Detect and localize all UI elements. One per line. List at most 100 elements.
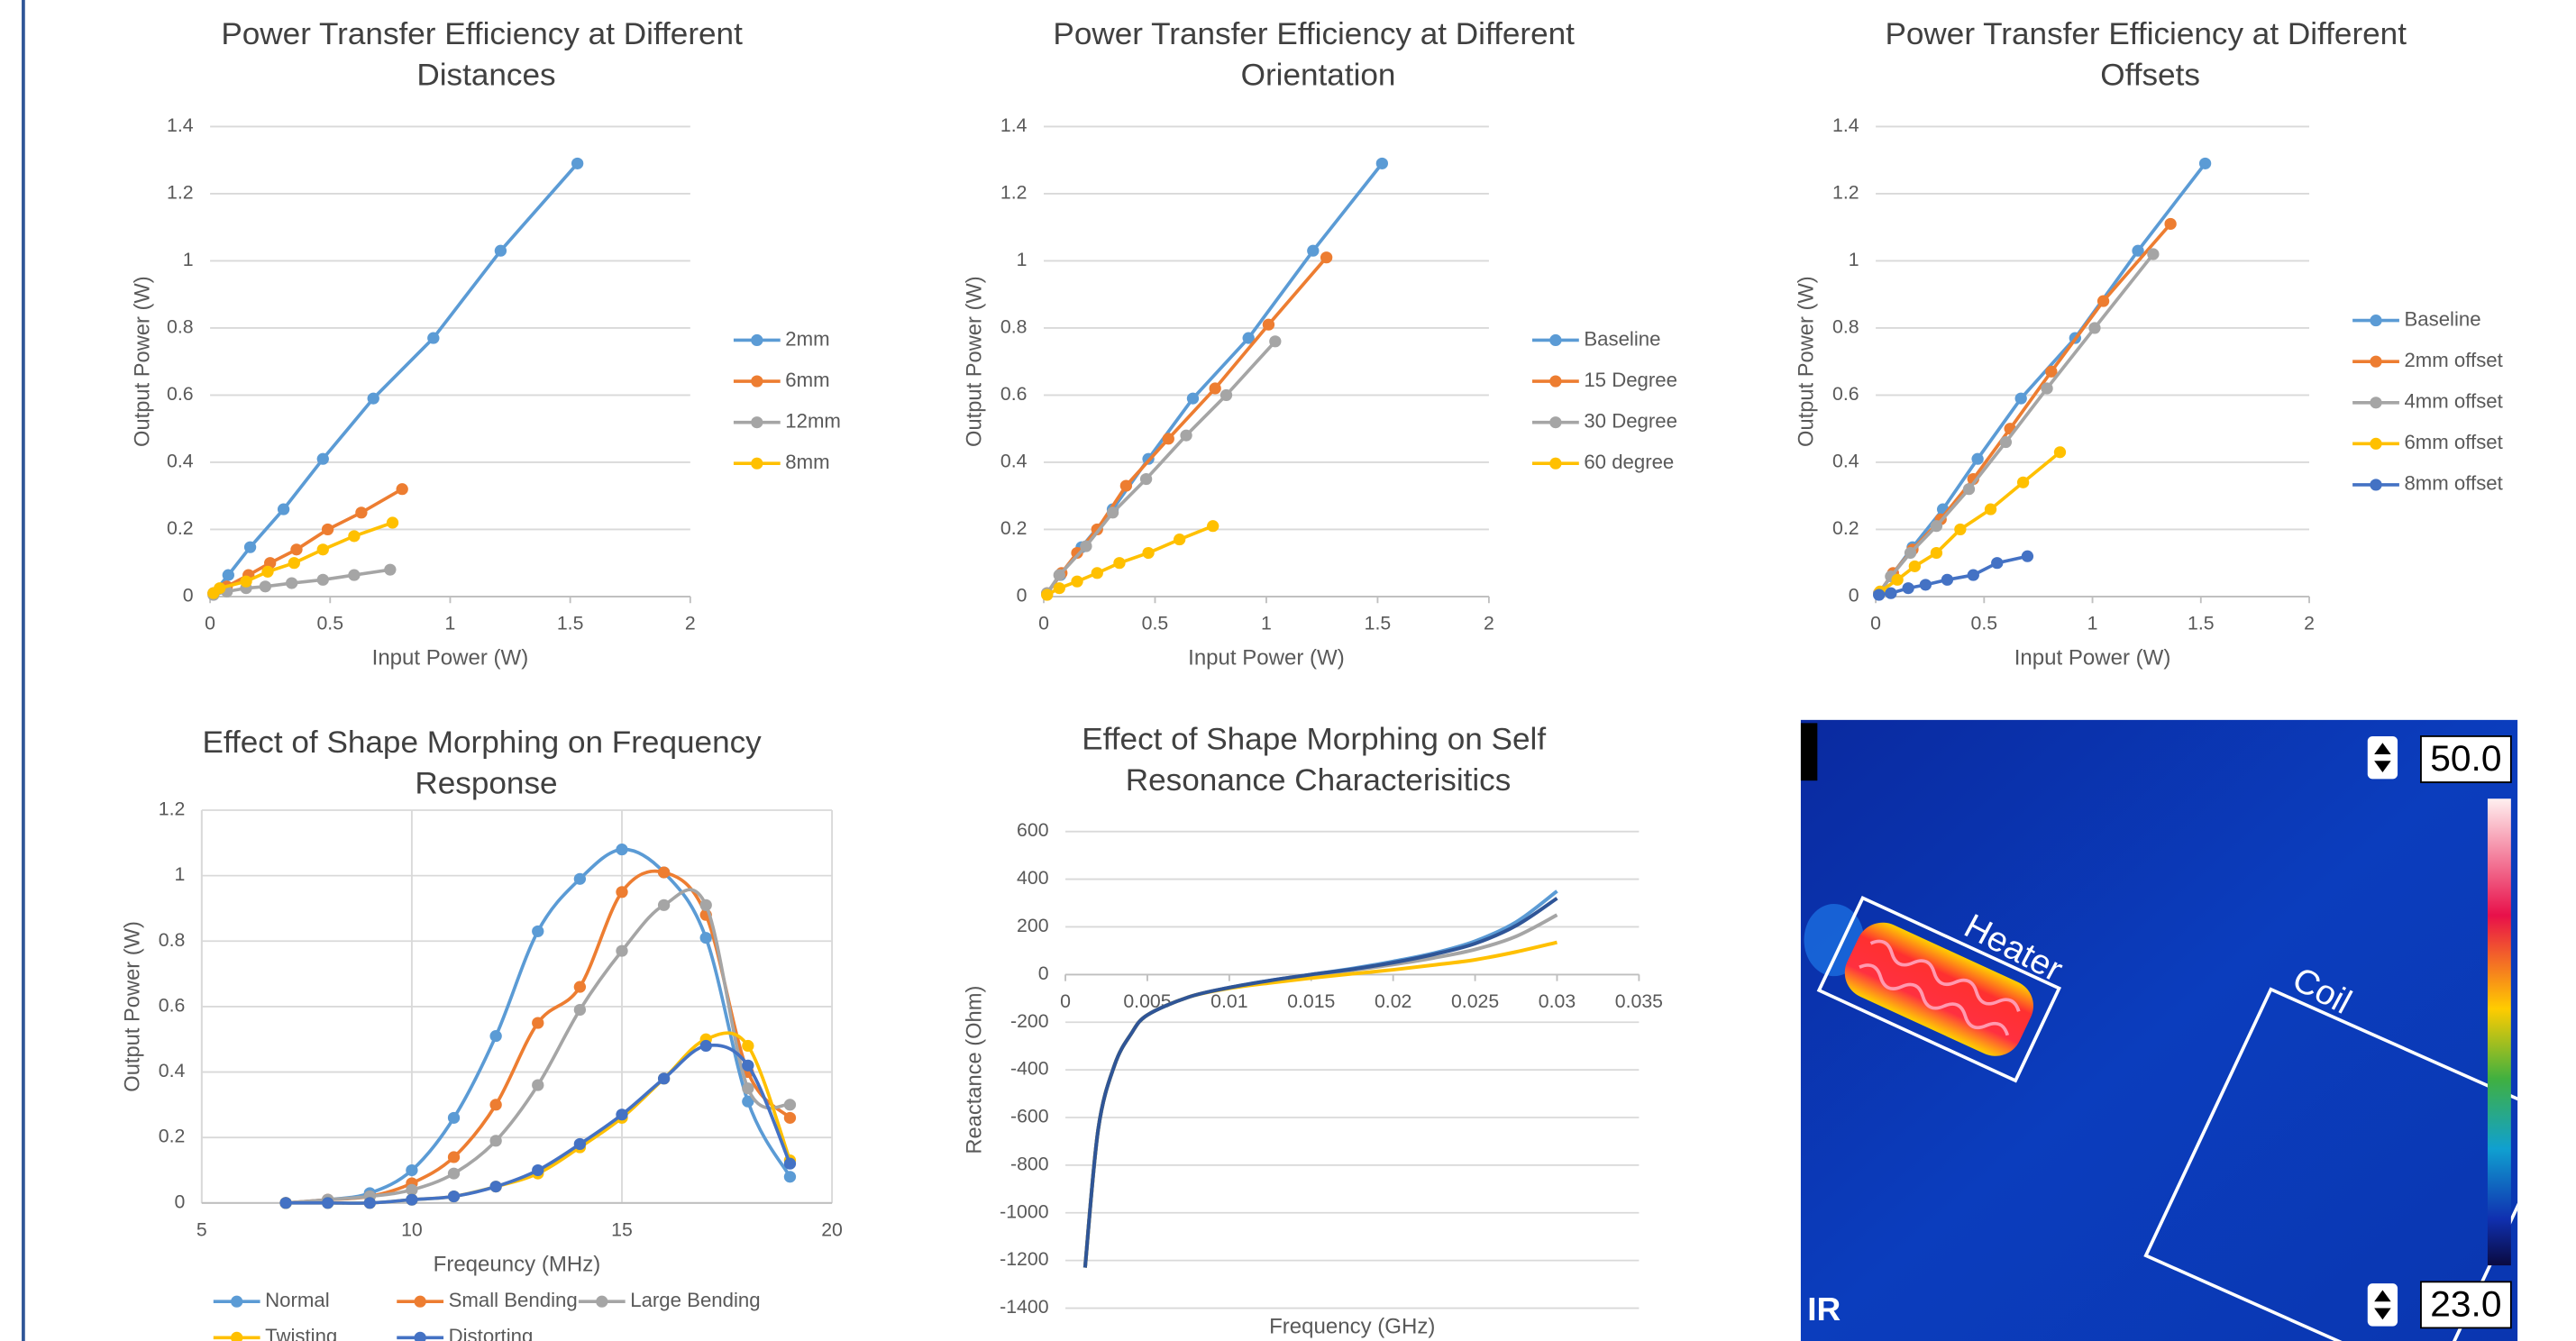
y-tick-label: 200 <box>1017 916 1048 936</box>
x-tick-label: 0.01 <box>1210 991 1247 1012</box>
point <box>1885 587 1897 599</box>
legend-label: 2mm offset <box>2404 349 2502 371</box>
y-tick-label: 0.2 <box>1000 518 1028 539</box>
y-tick-label: -600 <box>1010 1107 1049 1127</box>
legend-label: 6mm offset <box>2404 431 2502 453</box>
point <box>2014 392 2027 405</box>
scale-min-arrows <box>2367 1283 2398 1327</box>
point <box>1173 534 1186 546</box>
thermal-image: Heater Coil 50.0 23.0 IR <box>1800 719 2518 1341</box>
point <box>1113 557 1126 570</box>
point <box>1219 388 1233 401</box>
y-tick-label: 0.8 <box>1000 317 1028 338</box>
x-axis-label: Frequency (GHz) <box>1269 1315 1435 1339</box>
series-line <box>286 1043 792 1205</box>
x-tick-label: 0 <box>205 614 215 634</box>
point <box>2198 157 2212 169</box>
point <box>2132 244 2144 257</box>
point <box>1908 560 1922 572</box>
point <box>1106 506 1119 519</box>
chart-title: Power Transfer Efficiency at Different O… <box>1053 16 1575 92</box>
y-tick-label: 1.4 <box>1832 115 1859 136</box>
charts: Power Transfer Efficiency at Different D… <box>120 16 2503 1341</box>
y-tick-label: 0.8 <box>1832 317 1859 338</box>
x-tick-label: 2 <box>1484 614 1494 634</box>
legend-label: Normal <box>265 1289 330 1311</box>
point <box>489 1135 502 1147</box>
point <box>1954 523 1967 536</box>
legend-label: Distorting <box>449 1325 534 1341</box>
scale-min-box <box>2420 1281 2512 1329</box>
legend-marker <box>751 375 763 388</box>
legend-marker <box>1549 375 1562 388</box>
point <box>1242 332 1255 344</box>
point <box>384 563 397 576</box>
point <box>699 1039 712 1053</box>
point <box>288 557 300 570</box>
point <box>2096 295 2110 307</box>
legend-marker <box>2370 437 2382 450</box>
legend-marker <box>596 1295 608 1308</box>
legend-marker <box>2370 479 2382 491</box>
legend-marker <box>1549 333 1562 347</box>
y-tick-label: 1.4 <box>167 115 194 136</box>
point <box>386 516 399 529</box>
point <box>494 244 507 257</box>
legend-label: 8mm offset <box>2404 472 2502 495</box>
point <box>447 1167 461 1180</box>
camera-logo: IR <box>1807 1291 1841 1327</box>
chart: Effect of Shape Morphing on Frequency Re… <box>120 725 843 1341</box>
y-tick-label: 0 <box>1017 586 1028 607</box>
point <box>742 1039 754 1053</box>
y-tick-label: 1.4 <box>1000 115 1028 136</box>
chart: Power Transfer Efficiency at Different D… <box>130 16 841 670</box>
x-tick-label: 1 <box>445 614 456 634</box>
x-tick-label: 15 <box>611 1219 633 1240</box>
point <box>1262 318 1275 331</box>
point <box>1930 546 1943 560</box>
x-tick-label: 0.5 <box>316 614 343 634</box>
point <box>279 1197 292 1209</box>
y-tick-label: 0.8 <box>159 930 186 951</box>
legend-label: 8mm <box>785 451 829 473</box>
point <box>316 573 329 586</box>
x-tick-label: 1 <box>1261 614 1272 634</box>
point <box>1053 582 1065 595</box>
point <box>573 981 587 993</box>
y-tick-label: 0.2 <box>1832 518 1859 539</box>
point <box>447 1111 461 1124</box>
point <box>532 1017 544 1029</box>
point <box>2045 365 2058 378</box>
point <box>2053 446 2067 459</box>
point <box>783 1111 797 1124</box>
point <box>1971 452 1984 465</box>
legend-label: Large Bending <box>630 1289 760 1311</box>
point <box>1962 483 1976 496</box>
point <box>2164 217 2177 231</box>
x-tick-label: 0.5 <box>1971 614 1998 634</box>
point <box>783 1157 797 1170</box>
point <box>277 503 290 515</box>
y-tick-label: 0.6 <box>1832 384 1859 405</box>
y-tick-label: 0.4 <box>159 1061 186 1081</box>
series-line <box>1082 897 1558 1268</box>
legend-label: 4mm offset <box>2404 390 2502 413</box>
series-line <box>285 888 791 1205</box>
point <box>1999 436 2013 449</box>
y-tick-label: 0.8 <box>167 317 194 338</box>
point <box>1186 392 1200 405</box>
point <box>1207 520 1219 533</box>
point <box>532 1163 544 1177</box>
y-tick-label: 400 <box>1017 868 1048 889</box>
point <box>1902 582 1914 595</box>
legend-label: Small Bending <box>449 1289 578 1311</box>
legend-marker <box>1549 457 1562 470</box>
y-tick-label: -1200 <box>1000 1249 1048 1270</box>
y-axis-label: Output Power (W) <box>130 276 154 447</box>
legend-label: Twisting <box>265 1325 337 1341</box>
y-tick-label: 0.2 <box>159 1127 186 1147</box>
chart-title: Effect of Shape Morphing on Frequency Re… <box>202 725 762 800</box>
legend-marker <box>414 1295 426 1308</box>
x-axis-label: Freqeuncy (MHz) <box>434 1253 601 1277</box>
